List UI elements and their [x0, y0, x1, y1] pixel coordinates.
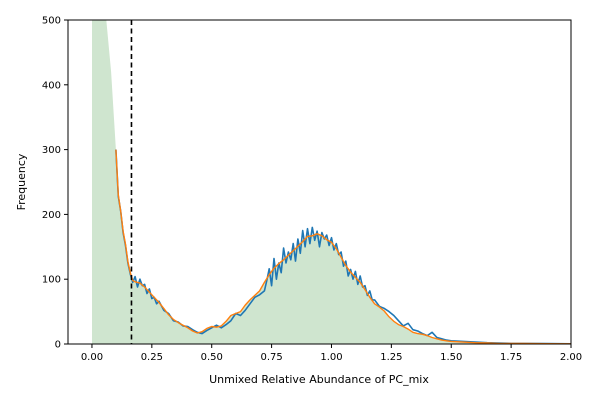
axes: 0.00 0.25 0.50 0.75 1.00 1.25 1.50 1.75 2.00 0 100…: [42, 16, 582, 364]
y-tick-label: 400: [42, 80, 61, 91]
x-tick-label: 0.75: [260, 352, 282, 363]
x-tick-label: 1.25: [380, 352, 402, 363]
x-tick-label: 2.00: [560, 352, 582, 363]
y-tick-label: 100: [42, 275, 61, 286]
x-tick-label: 1.00: [320, 352, 342, 363]
x-tick-label: 0.00: [81, 352, 103, 363]
y-axis-label: Frequency: [15, 153, 28, 210]
y-tick-label: 300: [42, 145, 61, 156]
y-tick-label: 200: [42, 210, 61, 221]
y-tick-label: 500: [42, 16, 61, 27]
series-group: [92, 20, 571, 344]
smoothed-frequency-line: [115, 149, 571, 344]
histogram-area: [92, 20, 571, 344]
x-tick-label: 1.50: [440, 352, 462, 363]
plot-area: [92, 20, 571, 344]
x-tick-label: 0.25: [141, 352, 163, 363]
y-tick-label: 0: [55, 340, 61, 351]
x-tick-label: 0.50: [201, 352, 223, 363]
x-tick-label: 1.75: [500, 352, 522, 363]
axes-frame: [67, 19, 572, 345]
x-axis-label: Unmixed Relative Abundance of PC_mix: [209, 373, 429, 386]
